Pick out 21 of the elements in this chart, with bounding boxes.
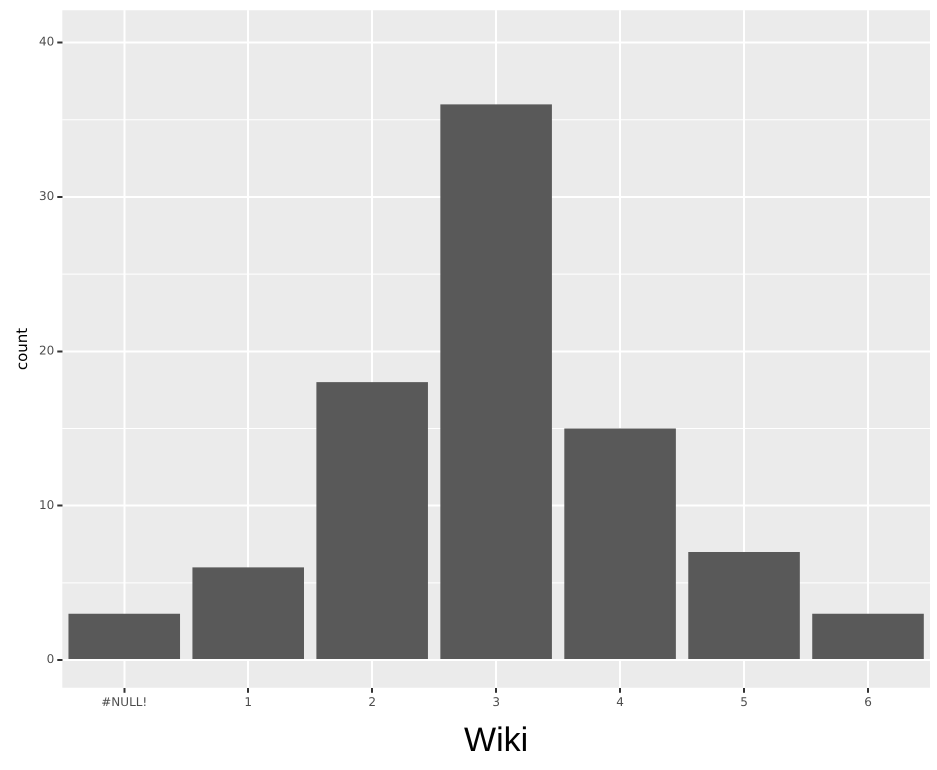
y-tick-label: 30 (38, 189, 54, 204)
y-axis-title: count (12, 328, 31, 370)
bar (688, 552, 800, 660)
x-tick-label: 3 (492, 695, 500, 710)
x-tick-label: 4 (616, 695, 624, 710)
x-tick-label: 6 (864, 695, 872, 710)
x-tick-label: 5 (740, 695, 748, 710)
x-tick-label: #NULL! (101, 695, 148, 710)
y-tick-label: 10 (38, 498, 54, 512)
bar (192, 567, 304, 660)
x-tick-label: 2 (368, 695, 376, 710)
bar (68, 614, 180, 660)
x-tick-label: 1 (244, 695, 252, 710)
bar (812, 614, 924, 660)
x-axis-title: Wiki (464, 720, 528, 759)
y-tick-label: 20 (38, 343, 54, 358)
bar (316, 382, 428, 660)
bar (564, 428, 676, 660)
y-tick-label: 40 (38, 34, 54, 49)
y-tick-label: 0 (46, 652, 54, 666)
bar (440, 104, 552, 660)
